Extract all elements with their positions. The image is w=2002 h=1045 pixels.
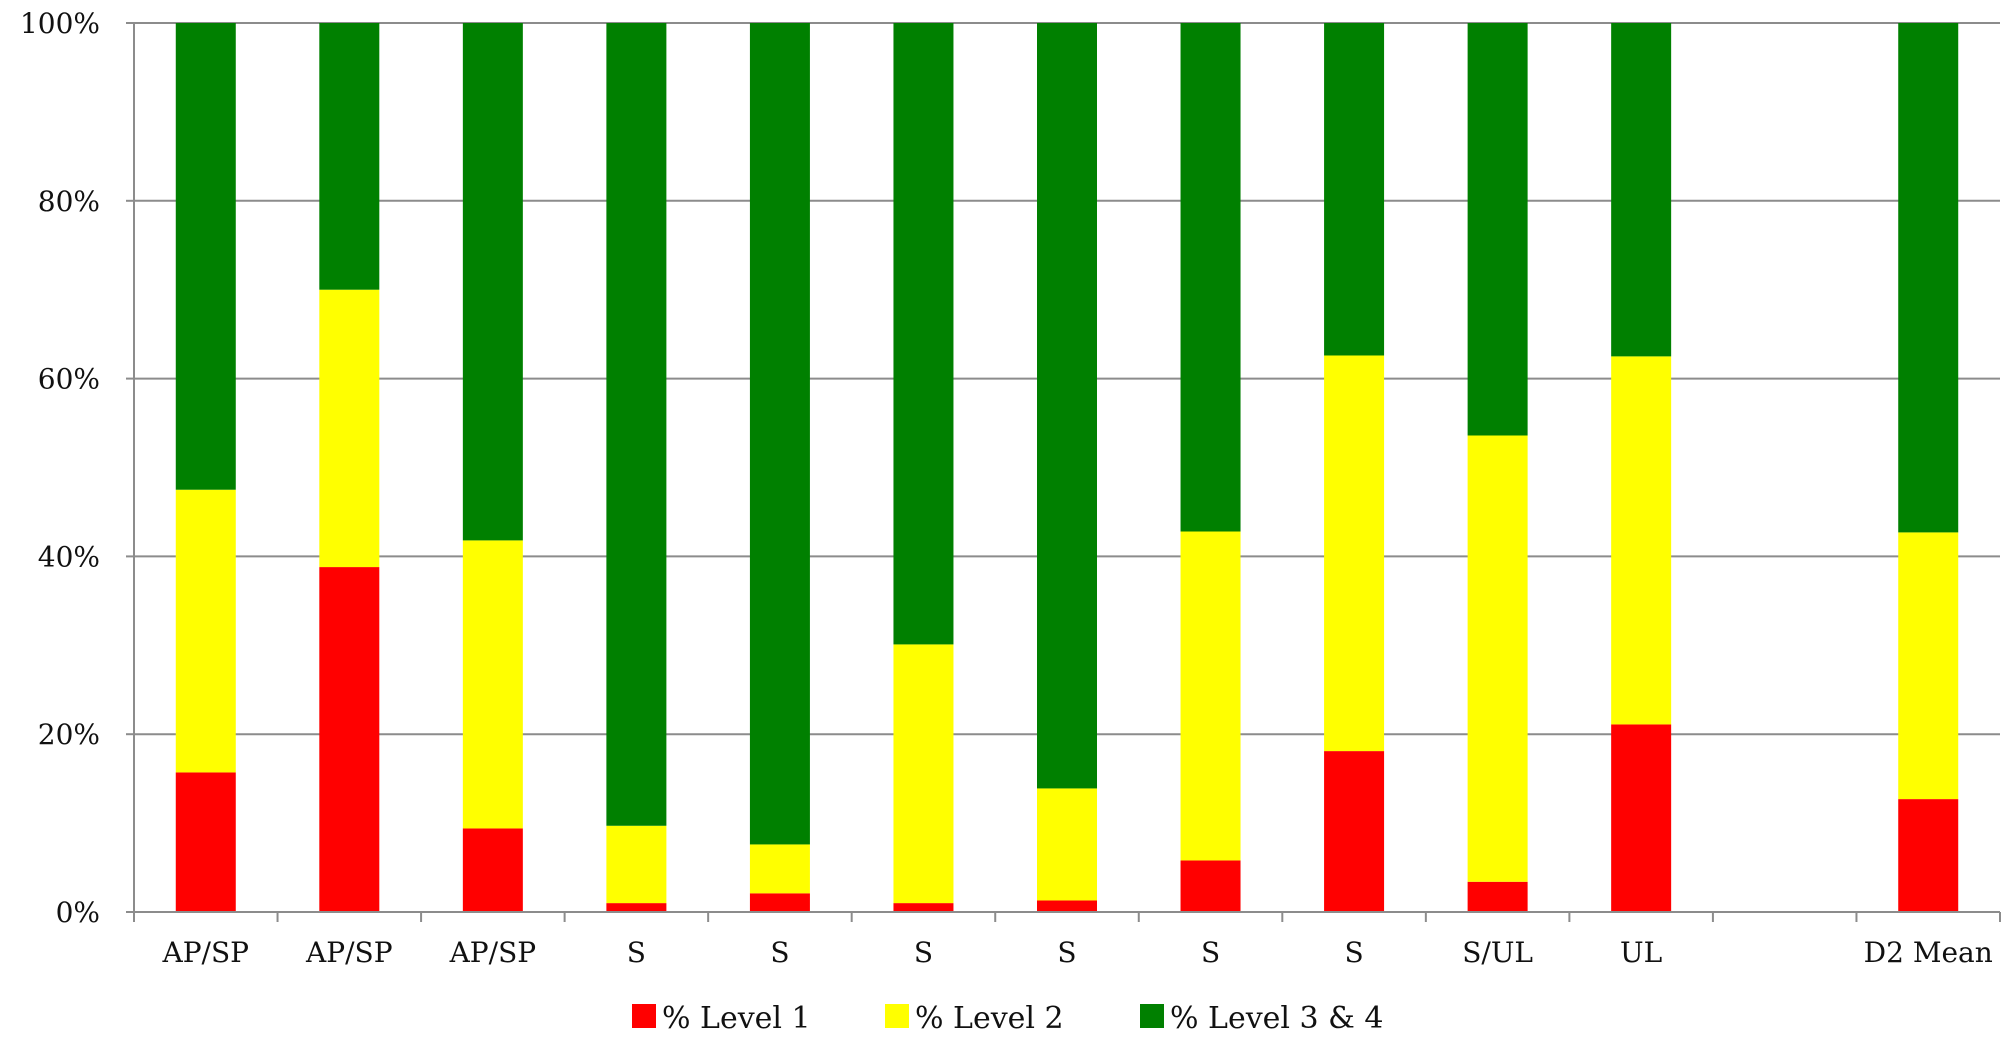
bar-segment — [319, 289, 380, 568]
x-tick-label: AP/SP — [449, 936, 537, 969]
bar-segment — [749, 23, 810, 845]
bar-segment — [1324, 23, 1385, 356]
bar-segment — [606, 23, 667, 826]
x-tick-label: S — [1344, 936, 1363, 969]
bar-segment — [606, 903, 667, 912]
y-tick-label: 0% — [56, 896, 100, 929]
x-tick-label: AP/SP — [162, 936, 250, 969]
bar-segment — [1467, 435, 1528, 882]
x-tick-label: S — [1057, 936, 1076, 969]
bar-segment — [1180, 860, 1241, 912]
x-tick-label: UL — [1620, 936, 1662, 969]
legend-item: % Level 1 — [632, 1001, 811, 1036]
legend-swatch — [632, 1004, 656, 1028]
legend-item: % Level 2 — [885, 1001, 1064, 1036]
bar-segment — [1611, 356, 1672, 725]
bar-segment — [749, 844, 810, 894]
bar-segment — [749, 893, 810, 912]
y-tick-label: 20% — [38, 718, 100, 751]
y-tick-label: 100% — [20, 7, 100, 40]
bar-segment — [1898, 532, 1959, 800]
y-tick-label: 60% — [38, 363, 100, 396]
bar-segment — [1898, 799, 1959, 912]
x-tick-label: AP/SP — [305, 936, 393, 969]
bar-segment — [462, 23, 523, 541]
bar-segment — [1611, 724, 1672, 912]
bar-segment — [893, 644, 954, 904]
bar-segment — [319, 567, 380, 912]
bar-segment — [1180, 23, 1241, 532]
bar-segment — [1180, 531, 1241, 861]
y-tick-label: 80% — [38, 185, 100, 218]
bar-segment — [1467, 23, 1528, 436]
y-tick-label: 40% — [38, 540, 100, 573]
bar-segment — [893, 903, 954, 912]
bar-segment — [462, 540, 523, 829]
bar-segment — [175, 23, 236, 490]
x-tick-label: S — [914, 936, 933, 969]
bar-segment — [1611, 23, 1672, 357]
legend-label: % Level 3 & 4 — [1170, 1001, 1384, 1036]
bar-segment — [1898, 23, 1959, 533]
x-tick-label: S — [1201, 936, 1220, 969]
x-tick-label: S — [770, 936, 789, 969]
legend-swatch — [885, 1004, 909, 1028]
bar-segment — [893, 23, 954, 645]
bar-segment — [175, 489, 236, 773]
legend-label: % Level 2 — [915, 1001, 1064, 1036]
bar-segment — [1324, 355, 1385, 752]
x-tick-label: S — [627, 936, 646, 969]
x-tick-label: S/UL — [1462, 936, 1533, 969]
legend-swatch — [1140, 1004, 1164, 1028]
bar-segment — [1037, 23, 1097, 789]
legend-item: % Level 3 & 4 — [1140, 1001, 1384, 1036]
bar-segment — [175, 772, 236, 912]
legend-label: % Level 1 — [662, 1001, 811, 1036]
x-tick-label: D2 Mean — [1864, 936, 1993, 969]
bar-segment — [606, 825, 667, 904]
bar-segment — [1037, 900, 1097, 912]
bar-segment — [1037, 788, 1097, 901]
bar-segment — [1467, 881, 1528, 912]
bar-segment — [319, 23, 380, 290]
bar-segment — [462, 828, 523, 912]
bar-segment — [1324, 751, 1385, 912]
